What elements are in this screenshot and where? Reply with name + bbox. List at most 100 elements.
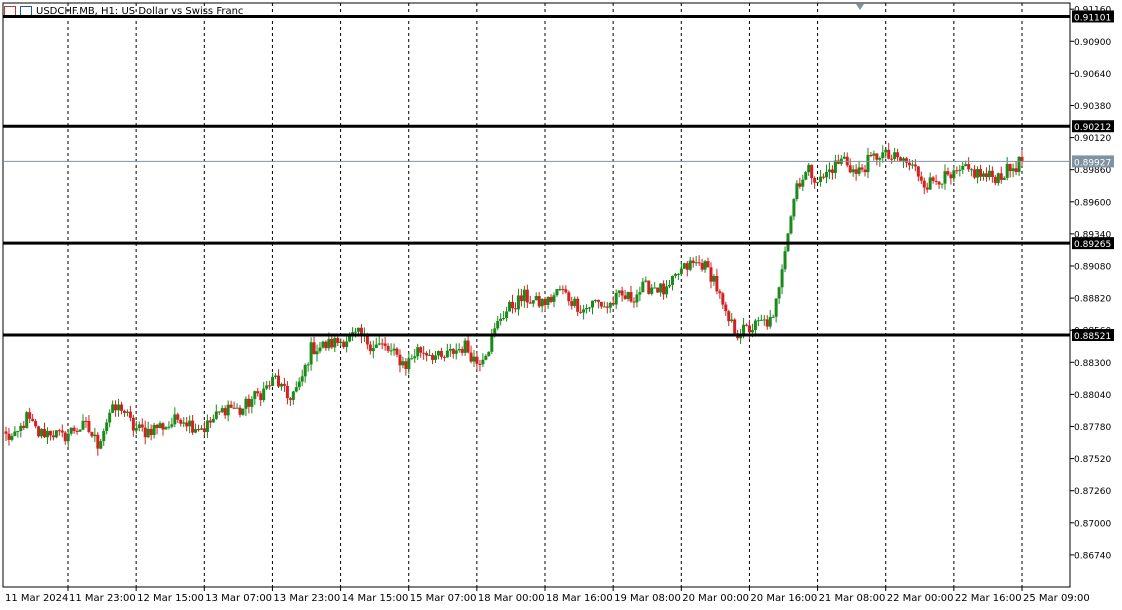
candle: [691, 257, 695, 268]
candle-body: [893, 152, 897, 159]
candle: [300, 369, 304, 387]
candle-body: [987, 170, 991, 178]
candle-body: [374, 344, 378, 349]
candle-body: [816, 181, 820, 183]
candle-body: [333, 338, 337, 348]
candle-body: [288, 398, 292, 400]
candle: [656, 287, 660, 293]
candle-body: [339, 341, 343, 343]
candle-body: [833, 160, 837, 173]
candle-body: [869, 154, 873, 156]
candle: [887, 142, 891, 160]
candle-body: [724, 304, 728, 312]
candle-body: [863, 169, 867, 173]
candle: [605, 302, 609, 314]
candle-body: [614, 292, 618, 305]
candle-body: [564, 289, 568, 293]
candle-body: [202, 428, 206, 432]
candle-body: [262, 388, 266, 401]
candle: [890, 154, 894, 164]
candle: [611, 296, 615, 306]
candle: [395, 347, 399, 358]
candle: [383, 336, 387, 351]
candle-body: [937, 181, 941, 185]
candle: [700, 258, 704, 272]
candle: [940, 183, 944, 189]
candle: [108, 409, 112, 428]
candle: [392, 343, 396, 356]
candle: [28, 407, 32, 424]
candle: [413, 349, 417, 363]
candle: [22, 420, 26, 430]
candle-body: [946, 171, 950, 175]
candle: [170, 417, 174, 429]
x-tick-label: 12 Mar 15:00: [137, 593, 204, 604]
candle: [7, 427, 11, 446]
candle: [339, 338, 343, 347]
candle-body: [72, 427, 76, 431]
candle: [253, 390, 257, 405]
candle: [836, 154, 840, 165]
candle-body: [256, 391, 260, 394]
candle: [217, 411, 221, 415]
candle: [54, 430, 58, 439]
y-tick-label: 0.90380: [1074, 102, 1111, 112]
current-price-badge: [1072, 155, 1114, 168]
candle: [614, 289, 618, 309]
candle: [72, 425, 76, 434]
candle: [188, 415, 192, 434]
candle: [78, 429, 82, 432]
candle-body: [475, 356, 479, 364]
candle: [291, 390, 295, 405]
candle-body: [383, 343, 387, 346]
candle: [315, 344, 319, 362]
candle-body: [436, 351, 440, 356]
candle: [653, 282, 657, 289]
candle-body: [745, 324, 749, 326]
candle-body: [650, 287, 654, 294]
candle-body: [819, 176, 823, 182]
candle: [69, 427, 73, 436]
candle-body: [131, 417, 135, 431]
candle-body: [896, 152, 900, 158]
candle: [13, 426, 17, 437]
candle: [155, 423, 159, 435]
candle: [845, 152, 849, 168]
y-tick-label: 0.86740: [1074, 551, 1111, 561]
candle-body: [182, 422, 186, 424]
candle: [534, 292, 538, 301]
candle-body: [297, 381, 301, 388]
candle-body: [140, 424, 144, 428]
candle: [191, 414, 195, 435]
candle: [247, 394, 251, 414]
candle: [650, 284, 654, 296]
candle: [783, 246, 787, 273]
candle-body: [996, 173, 1000, 184]
candle-body: [973, 169, 977, 178]
candle-body: [51, 435, 55, 438]
candle-body: [555, 289, 559, 296]
candle-body: [585, 307, 589, 310]
candle: [422, 345, 426, 360]
candle: [673, 272, 677, 279]
candle: [623, 290, 627, 300]
candle: [37, 425, 41, 438]
candle-body: [801, 179, 805, 187]
candle-body: [425, 353, 429, 356]
candle: [66, 432, 70, 447]
candle-body: [7, 433, 11, 440]
candle-body: [759, 319, 763, 321]
candle-body: [543, 298, 547, 305]
candle-body: [1014, 168, 1018, 172]
candle: [496, 316, 500, 331]
candle: [179, 418, 183, 427]
candle: [902, 156, 906, 168]
candle: [1002, 176, 1006, 180]
candle: [573, 296, 577, 308]
candle-body: [913, 164, 917, 167]
candle: [185, 416, 189, 432]
candle: [484, 354, 488, 361]
candle-body: [282, 383, 286, 386]
candle: [43, 422, 47, 439]
